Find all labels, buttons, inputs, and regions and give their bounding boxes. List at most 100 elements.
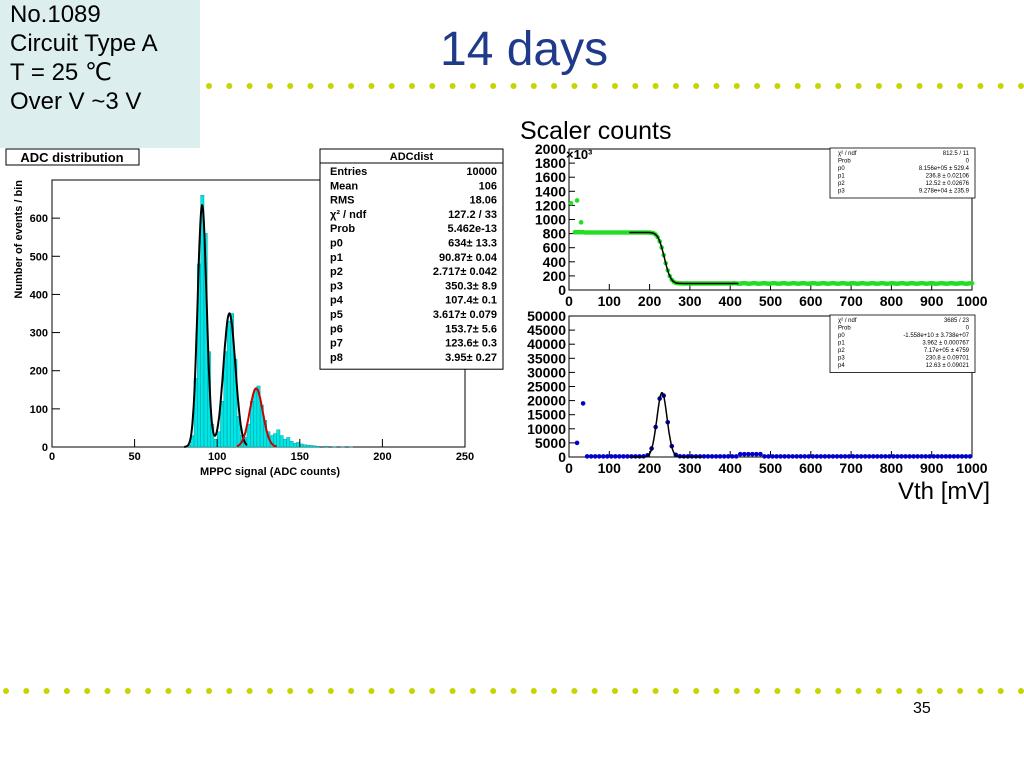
x-tick-label: 400	[719, 293, 743, 309]
divider-dot	[936, 83, 943, 89]
stats-label: p2	[838, 348, 845, 354]
divider-dot	[997, 688, 1004, 694]
divider-dot	[672, 688, 679, 694]
stats-label: p2	[330, 266, 343, 278]
stats-value: 12.63 ± 0.09021	[926, 363, 970, 369]
y-tick-label: 200	[543, 268, 567, 284]
data-point	[770, 454, 775, 459]
y-tick-label: 100	[30, 404, 48, 416]
divider-dot	[977, 688, 984, 694]
data-point	[613, 454, 618, 459]
divider-dot	[124, 688, 131, 694]
divider-dot	[145, 688, 152, 694]
stats-label: p4	[838, 363, 845, 369]
divider-dot	[246, 688, 253, 694]
divider-dot	[307, 688, 314, 694]
y-tick-label: 500	[30, 251, 48, 263]
divider-dot	[571, 83, 578, 89]
stats-value: 153.7± 5.6	[445, 323, 497, 335]
data-point	[862, 454, 868, 459]
y-tick-label: 0	[558, 449, 566, 465]
y-tick-label: 400	[30, 289, 48, 301]
y-tick-label: 40000	[527, 336, 566, 352]
divider-dot	[977, 83, 984, 89]
data-point	[903, 454, 908, 459]
stats-value: 5.462e-13	[447, 223, 497, 235]
stats-label: Prob	[330, 223, 355, 235]
x-axis-label: MPPC signal (ADC counts)	[200, 466, 340, 478]
data-point	[737, 451, 743, 457]
divider-dot	[530, 688, 537, 694]
stats-label: p3	[838, 356, 845, 362]
divider-dot	[409, 688, 415, 694]
fit-curve	[629, 391, 702, 458]
data-point	[874, 454, 880, 459]
data-point	[927, 454, 932, 459]
y-axis-label: Number of events / bin	[13, 180, 25, 299]
y-tick-label: 1800	[535, 155, 566, 171]
x-tick-label: 500	[759, 460, 783, 476]
y-tick-label: 30000	[527, 364, 566, 380]
data-point	[721, 454, 727, 459]
stats-label: p3	[838, 189, 845, 195]
divider-dot	[490, 688, 497, 694]
divider-dot	[368, 83, 375, 89]
divider-dot	[855, 83, 862, 89]
divider-dot	[754, 688, 761, 694]
data-point	[947, 454, 953, 459]
histogram-title: ADC distribution	[20, 150, 123, 165]
histogram-bar	[286, 437, 291, 448]
divider-dot	[429, 688, 436, 694]
data-point	[806, 454, 812, 459]
data-point	[895, 454, 900, 459]
histogram-bar	[292, 442, 297, 448]
stats-value: 18.06	[469, 195, 497, 207]
histogram-title-box	[5, 148, 140, 166]
histogram-bar	[302, 444, 307, 448]
x-tick-label: 700	[839, 293, 863, 309]
fit-curve-main	[184, 204, 248, 448]
stats-value: 3685 / 23	[944, 318, 970, 324]
stats-label: p0	[838, 166, 845, 172]
data-point	[830, 454, 836, 459]
y-tick-label: 600	[543, 240, 567, 256]
y-tick-label: 0	[558, 282, 566, 298]
divider-dot	[612, 83, 618, 89]
vth-axis-label: Vth [mV]	[898, 478, 991, 505]
divider-dot	[794, 688, 801, 694]
data-point	[568, 200, 574, 206]
x-tick-label: 0	[49, 451, 55, 463]
stats-label: p0	[838, 333, 845, 339]
stats-box	[829, 314, 976, 373]
divider-dot	[266, 83, 273, 89]
data-point	[850, 454, 856, 459]
y-tick-label: 1200	[535, 197, 566, 213]
data-point	[580, 401, 586, 406]
data-point	[919, 454, 924, 459]
data-point	[604, 454, 610, 459]
stats-value: 123.6± 0.3	[445, 338, 497, 350]
page-number: 35	[913, 700, 931, 717]
data-point	[786, 454, 791, 459]
divider-dot	[713, 83, 720, 89]
stats-label: p1	[838, 174, 845, 180]
data-point	[713, 454, 719, 459]
y-tick-label: 1400	[535, 183, 566, 199]
data-point	[782, 454, 787, 459]
stats-label: p3	[330, 280, 343, 292]
data-point	[870, 454, 876, 459]
scaler-derivative-chart: 0500010000150002000025000300003500040000…	[527, 308, 988, 476]
divider-dot	[1018, 83, 1024, 89]
x-tick-label: 50	[128, 451, 140, 463]
data-point	[883, 454, 888, 459]
divider-dot	[571, 688, 578, 694]
divider-dot	[287, 83, 294, 89]
data-point	[939, 454, 945, 459]
data-point	[911, 454, 916, 459]
adc-histogram-chart: ADC distribution 0 50 100 150 200 250 0 100 200 30…	[5, 148, 504, 478]
x-tick-label: 300	[678, 460, 702, 476]
y-tick-label: 10000	[527, 421, 566, 437]
y-tick-label: 25000	[527, 379, 566, 395]
divider-dot	[916, 83, 923, 89]
data-point	[959, 454, 965, 459]
